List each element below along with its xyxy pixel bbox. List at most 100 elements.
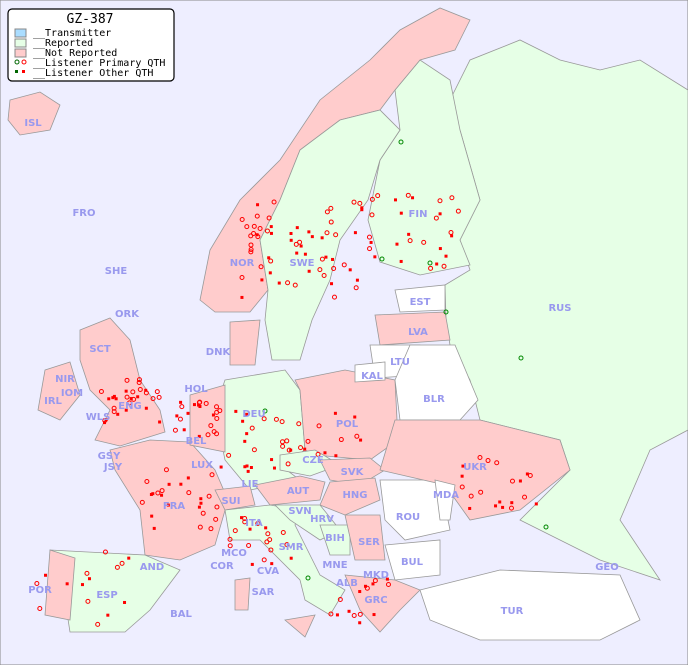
listener-primary-qth-marker [111,405,117,411]
listener-primary-qth-marker [407,238,413,244]
country-label-hrv: HRV [310,514,334,525]
listener-other-qth-marker [246,469,250,473]
country-label-lie: LIE [242,479,259,490]
listener-primary-qth-marker [353,285,359,291]
country-label-isl: ISL [24,118,42,129]
listener-other-qth-marker [179,482,183,486]
listener-other-qth-marker [371,582,375,586]
listener-primary-qth-marker [315,451,321,457]
listener-other-qth-marker [248,527,252,531]
listener-primary-qth-marker [324,230,330,236]
country-isl [7,91,61,136]
primary-qth-red-icon [21,59,27,65]
country-lva [374,311,451,346]
listener-other-qth-marker [129,397,133,401]
country-label-ltu: LTU [390,357,410,368]
listener-other-qth-marker [111,396,115,400]
listener-other-qth-marker [303,447,307,451]
legend-not-reported: __Not Reported [33,48,117,59]
listener-primary-qth-marker [443,309,449,315]
listener-other-qth-marker [112,394,116,398]
listener-other-qth-marker [199,501,203,505]
listener-primary-qth-marker [244,224,250,230]
listener-primary-qth-marker [284,438,290,444]
listener-other-qth-marker [186,476,190,480]
country-label-ukr: UKR [463,462,487,473]
country-label-lva: LVA [408,327,428,338]
listener-other-qth-marker [179,400,183,404]
listener-primary-qth-marker [172,427,178,433]
listener-primary-qth-marker [249,425,255,431]
listener-other-qth-marker [468,506,472,510]
country-label-mda: MDA [433,490,459,501]
country-label-nir: NIR [55,374,75,385]
listener-other-qth-marker [310,235,314,239]
country-label-hng: HNG [343,490,368,501]
listener-other-qth-marker [320,236,324,240]
listener-primary-qth-marker [338,437,344,443]
listener-other-qth-marker [501,505,505,509]
listener-other-qth-marker [245,464,249,468]
listener-other-qth-marker [182,428,186,432]
reported-swatch [14,38,27,48]
country-label-fin: FIN [409,209,428,220]
country-label-and: AND [140,562,164,573]
listener-primary-qth-marker [357,200,363,206]
listener-other-qth-marker [44,573,48,577]
listener-other-qth-marker [106,613,110,617]
country-label-est: EST [410,297,431,308]
country-label-swe: SWE [289,258,314,269]
listener-other-qth-marker [399,211,403,215]
listener-primary-qth-marker [251,447,257,453]
listener-primary-qth-marker [232,528,238,534]
listener-other-qth-marker [186,411,190,415]
listener-primary-qth-marker [227,543,233,549]
listener-other-qth-marker [411,196,415,200]
listener-other-qth-marker [335,613,339,617]
listener-other-qth-marker [518,479,522,483]
listener-primary-qth-marker [385,582,391,588]
listener-primary-qth-marker [441,263,447,269]
listener-primary-qth-marker [206,493,212,499]
listener-primary-qth-marker [280,443,286,449]
listener-primary-qth-marker [102,417,108,423]
listener-primary-qth-marker [286,447,292,453]
listener-other-qth-marker [243,465,247,469]
listener-other-qth-marker [460,474,464,478]
listener-other-qth-marker [289,231,293,235]
listener-primary-qth-marker [398,139,404,145]
country-label-bel: BEL [186,436,207,447]
listener-primary-qth-marker [239,217,245,223]
listener-primary-qth-marker [268,547,274,553]
listener-other-qth-marker [150,514,154,518]
country-label-fro: FRO [72,208,95,219]
listener-primary-qth-marker [284,542,290,548]
listener-primary-qth-marker [268,258,274,264]
country-sar [234,577,251,611]
listener-other-qth-marker [353,231,357,235]
legend-reported: __Reported [33,38,93,49]
listener-primary-qth-marker [478,489,484,495]
listener-other-qth-marker [498,500,502,504]
listener-primary-qth-marker [427,260,433,266]
listener-primary-qth-marker [130,389,136,395]
listener-primary-qth-marker [248,246,254,252]
listener-primary-qth-marker [126,400,132,406]
listener-other-qth-marker [510,501,514,505]
country-label-cze: CZE [302,455,324,466]
listener-primary-qth-marker [341,262,347,268]
country-label-bal: BAL [170,609,192,620]
country-label-nor: NOR [230,258,255,269]
listener-other-qth-marker [295,251,299,255]
listener-other-qth-marker [438,247,442,251]
listener-other-qth-marker [289,556,293,560]
country-sic [284,614,316,638]
listener-other-qth-marker [331,257,335,261]
listener-other-qth-marker [494,504,498,508]
listener-other-qth-marker [270,562,274,566]
listener-primary-qth-marker [124,377,130,383]
listener-primary-qth-marker [331,266,337,272]
listener-other-qth-marker [444,254,448,258]
country-bih [319,524,351,556]
